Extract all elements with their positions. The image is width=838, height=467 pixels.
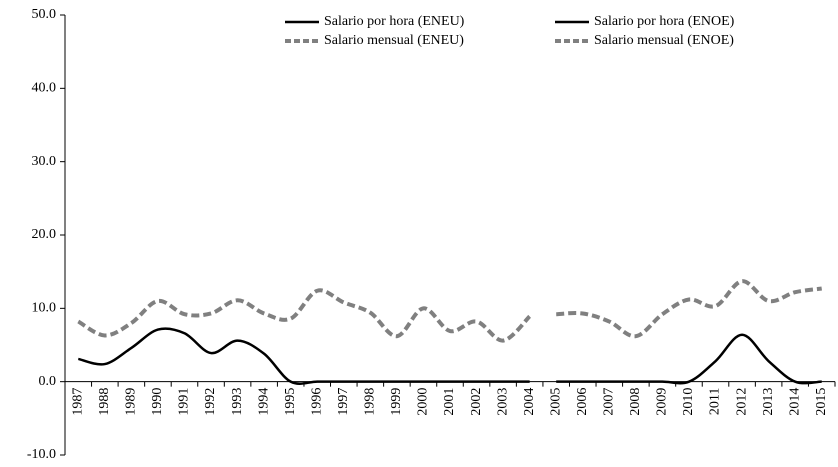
x-tick-label: 1997 [336,388,351,416]
legend-label: Salario mensual (ENOE) [594,33,734,48]
legend-label: Salario por hora (ENEU) [324,14,465,29]
x-tick-label: 2002 [469,388,484,416]
x-tick-label: 1990 [150,388,165,416]
x-tick-label: 2003 [495,388,510,416]
y-tick-label: 30.0 [32,154,57,169]
x-tick-label: 1987 [70,388,85,416]
x-tick-label: 2013 [761,388,776,416]
legend-label: Salario por hora (ENOE) [594,14,735,29]
x-tick-label: 1988 [97,388,112,416]
x-tick-label: 1996 [309,388,324,416]
y-tick-label: 40.0 [32,81,57,96]
x-tick-label: 2004 [522,388,537,416]
line-series [77,288,532,343]
x-tick-label: 1993 [230,388,245,416]
y-tick-label: -10.0 [27,447,56,462]
y-tick-label: 10.0 [32,301,57,316]
x-tick-label: 2015 [814,388,829,416]
x-tick-label: 2009 [655,388,670,416]
x-tick-label: 2010 [681,388,696,416]
x-tick-label: 1989 [124,388,139,416]
x-tick-label: 2007 [602,388,617,416]
y-tick-label: 0.0 [39,374,57,389]
x-tick-label: 1999 [389,388,404,416]
line-series [556,279,822,339]
x-tick-label: 2012 [734,388,749,416]
x-tick-label: 2011 [708,388,723,415]
y-tick-label: 50.0 [32,7,57,22]
x-tick-label: 1992 [203,388,218,416]
line-series [556,333,822,385]
x-tick-label: 2006 [575,388,590,416]
x-tick-label: 1998 [363,388,378,416]
x-tick-label: 2014 [787,388,802,416]
x-tick-label: 2001 [442,388,457,416]
x-tick-label: 1991 [177,388,192,416]
y-tick-label: 20.0 [32,227,57,242]
legend-label: Salario mensual (ENEU) [324,33,464,48]
line-series [77,327,530,385]
x-tick-label: 2008 [628,388,643,416]
x-tick-label: 2005 [548,388,563,416]
x-tick-label: 2000 [416,388,431,416]
x-tick-label: 1995 [283,388,298,416]
x-tick-label: 1994 [256,388,271,416]
